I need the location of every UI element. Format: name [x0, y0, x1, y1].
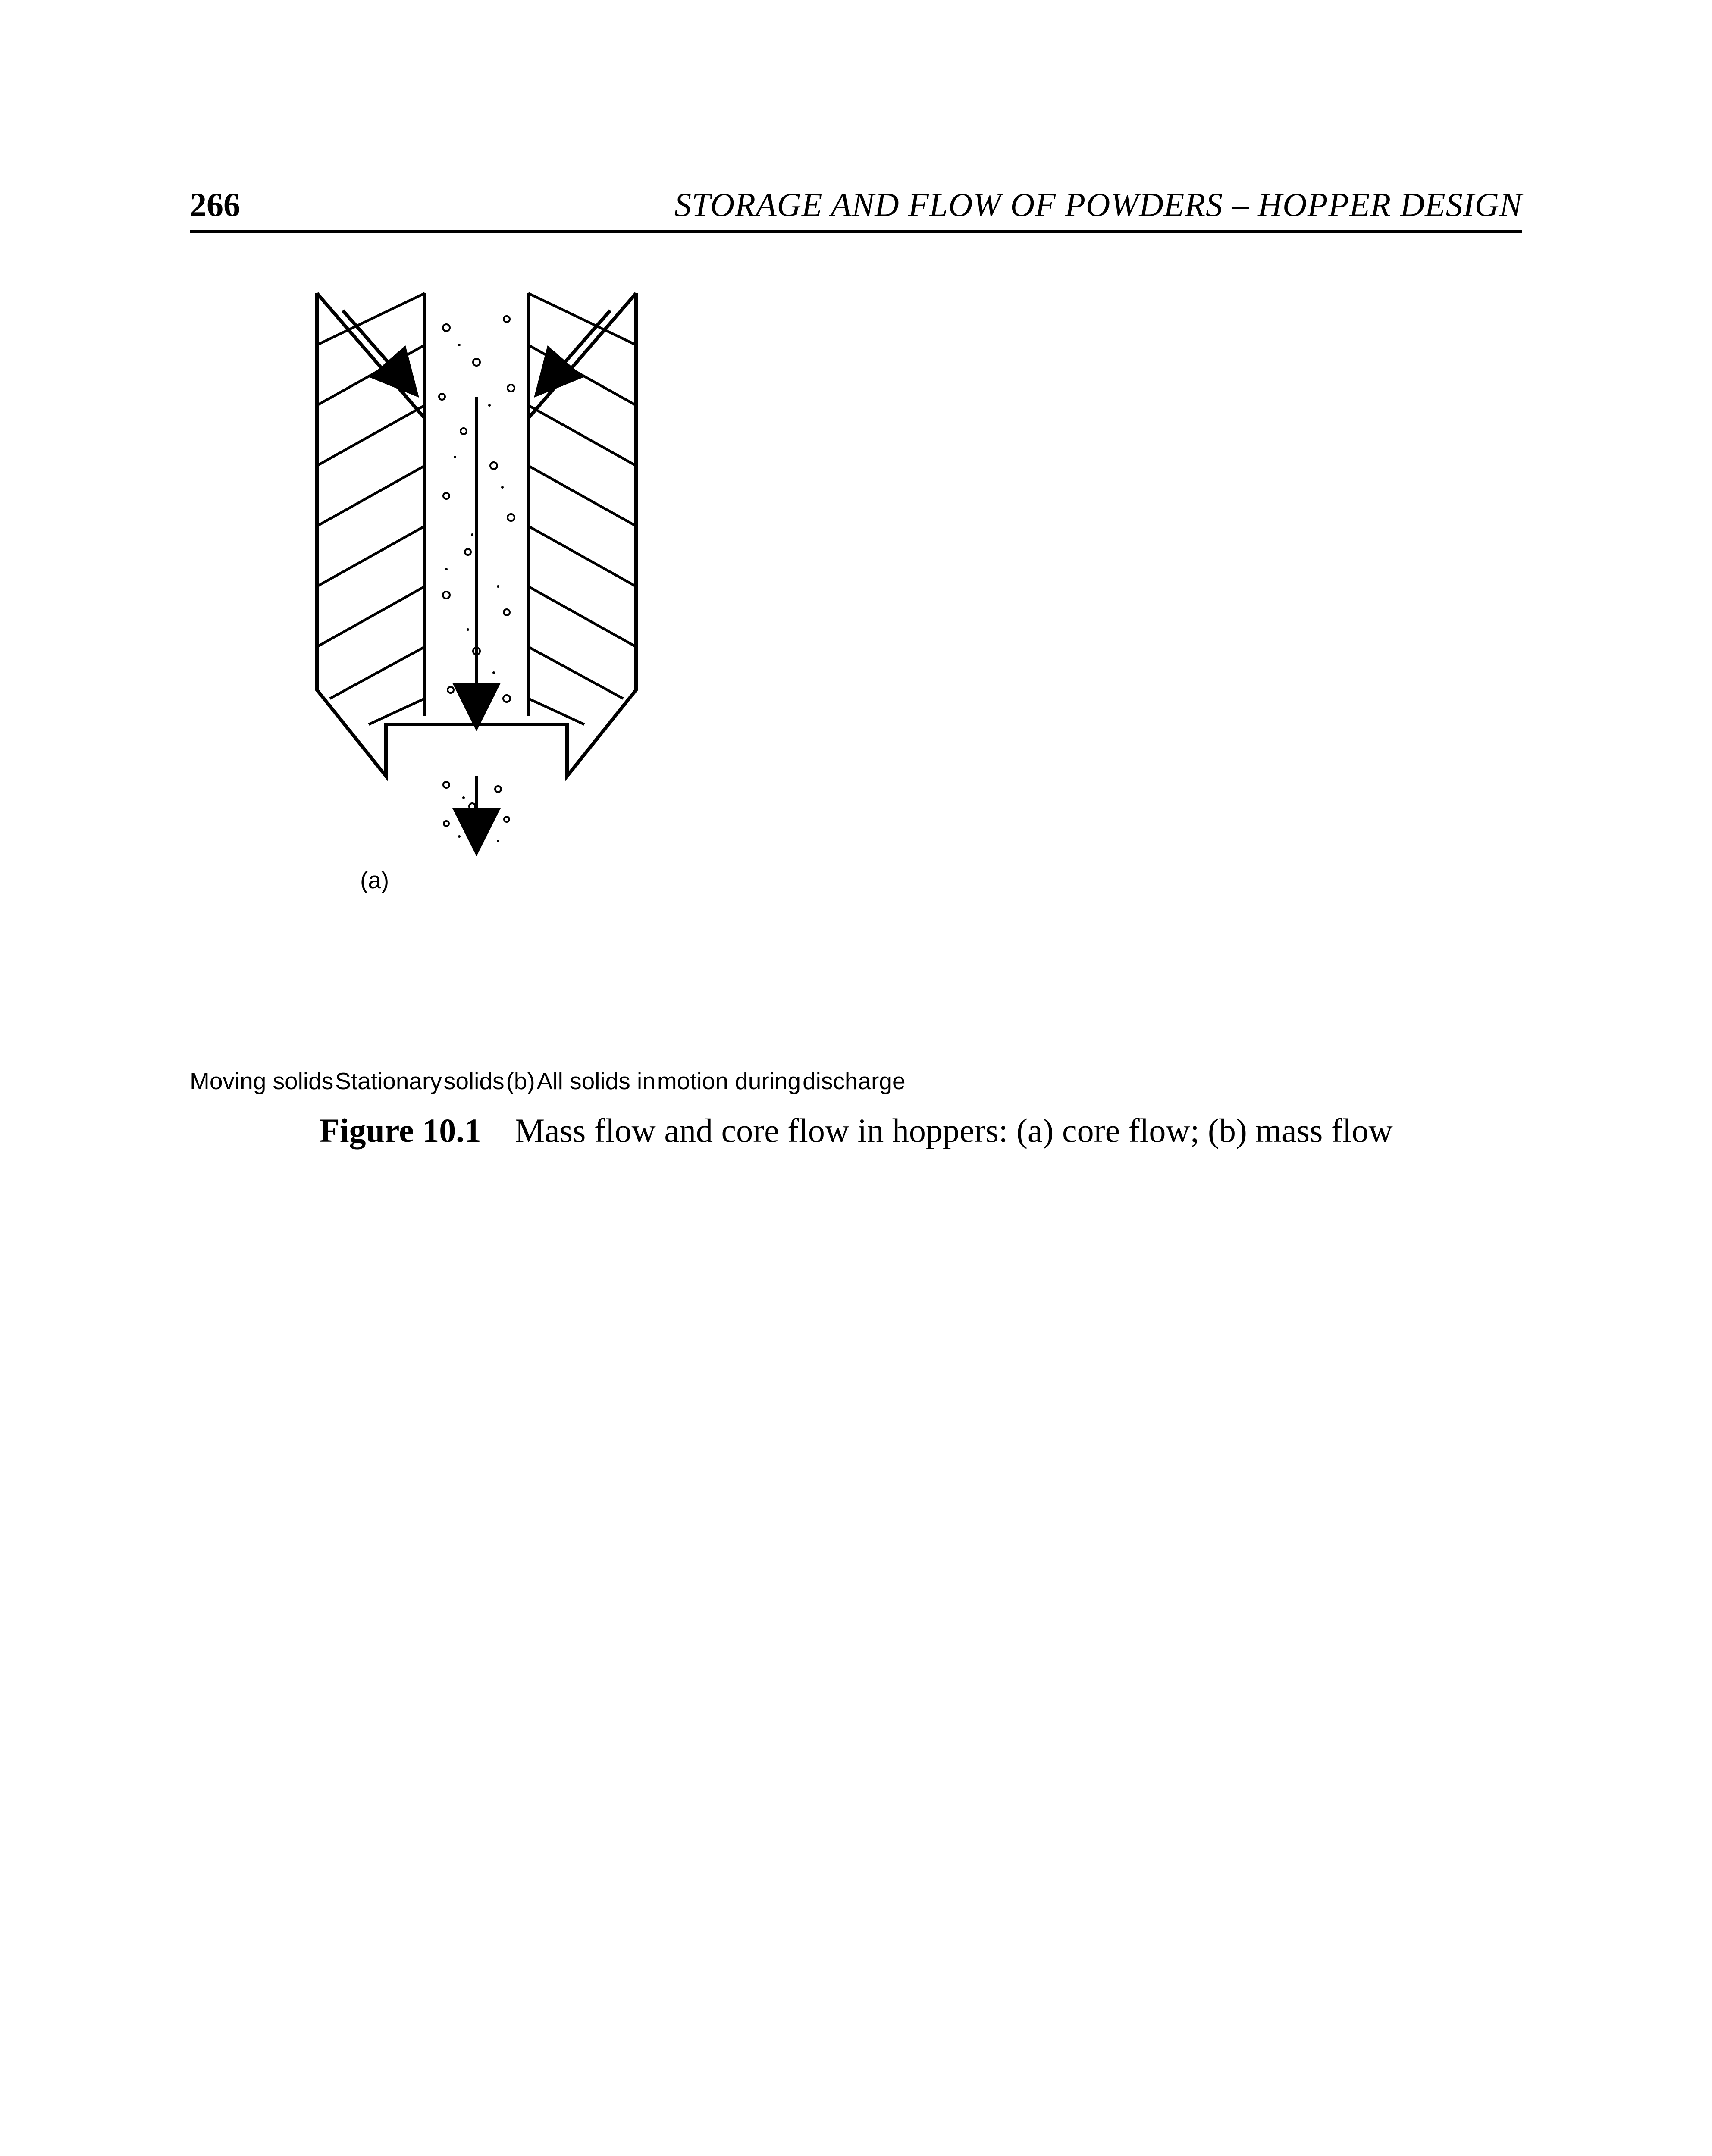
label-all-l2: motion during: [657, 1068, 801, 1094]
fig1-cap-rest: Mass flow and core flow in hoppers: (a) …: [481, 1112, 1393, 1149]
fig1-labels-a: Moving solids Stationary solids: [190, 1084, 506, 1091]
fig1-labels-b: All solids in motion during discharge: [537, 1084, 906, 1091]
label-moving-solids: Moving solids: [190, 1068, 333, 1094]
label-all-l3: discharge: [803, 1068, 905, 1094]
label-stationary-l1: Stationary: [335, 1068, 442, 1094]
fig1-sub-a: (a): [360, 867, 389, 893]
page-number: 266: [190, 185, 240, 224]
page-header: 266 STORAGE AND FLOW OF POWDERS – HOPPER…: [190, 185, 1522, 233]
figure-10-1-svg: (a): [231, 280, 1481, 1031]
figure-10-1: (a): [190, 280, 1522, 1033]
hopper-b: (b): [506, 1084, 536, 1091]
fig1-sub-b: (b): [506, 1068, 535, 1094]
page: 266 STORAGE AND FLOW OF POWDERS – HOPPER…: [0, 0, 1712, 2156]
label-all-l1: All solids in: [537, 1068, 655, 1094]
running-head: STORAGE AND FLOW OF POWDERS – HOPPER DES…: [674, 185, 1522, 224]
label-stationary-l2: solids: [444, 1068, 505, 1094]
hopper-a: (a): [317, 293, 636, 893]
figure-10-1-caption: Figure 10.1 Mass flow and core flow in h…: [190, 1108, 1522, 1153]
fig1-cap-bold: Figure 10.1: [319, 1112, 481, 1149]
